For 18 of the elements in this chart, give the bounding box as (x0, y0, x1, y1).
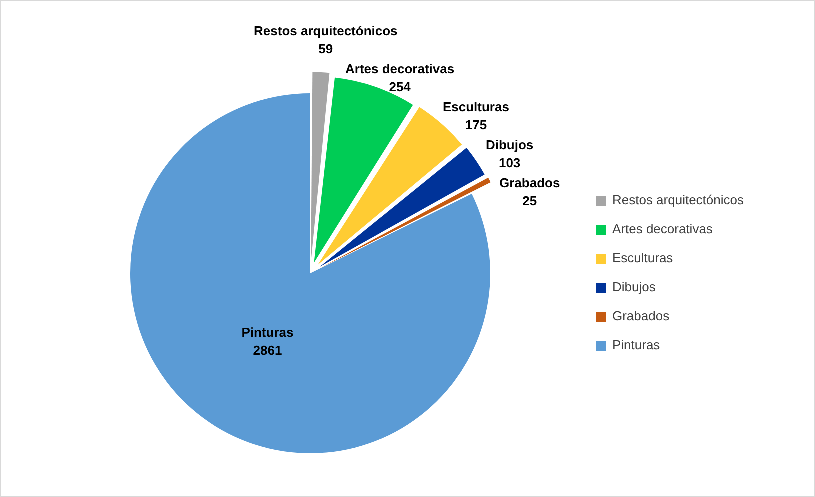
legend-label: Restos arquitectónicos (612, 192, 744, 208)
slice-label: Restos arquitectónicos (254, 23, 398, 38)
legend-label: Grabados (612, 308, 670, 324)
legend-label: Pinturas (612, 338, 661, 353)
slice-label: Dibujos (486, 137, 534, 152)
data-label: 25 (522, 193, 538, 208)
data-label: 59 (318, 41, 334, 56)
slice-label: Esculturas (442, 99, 510, 114)
data-label: 175 (465, 117, 488, 132)
data-label: 103 (498, 155, 521, 170)
slice-label: Grabados (500, 175, 560, 190)
legend-label: Dibujos (612, 280, 656, 295)
legend-label: Esculturas (612, 250, 674, 266)
legend-label: Artes decorativas (612, 222, 714, 237)
data-label: 254 (389, 79, 412, 94)
slice-label: Artes decorativas (345, 61, 455, 76)
data-label: 2861 (253, 342, 282, 358)
slice-label: Pinturas (242, 324, 294, 340)
